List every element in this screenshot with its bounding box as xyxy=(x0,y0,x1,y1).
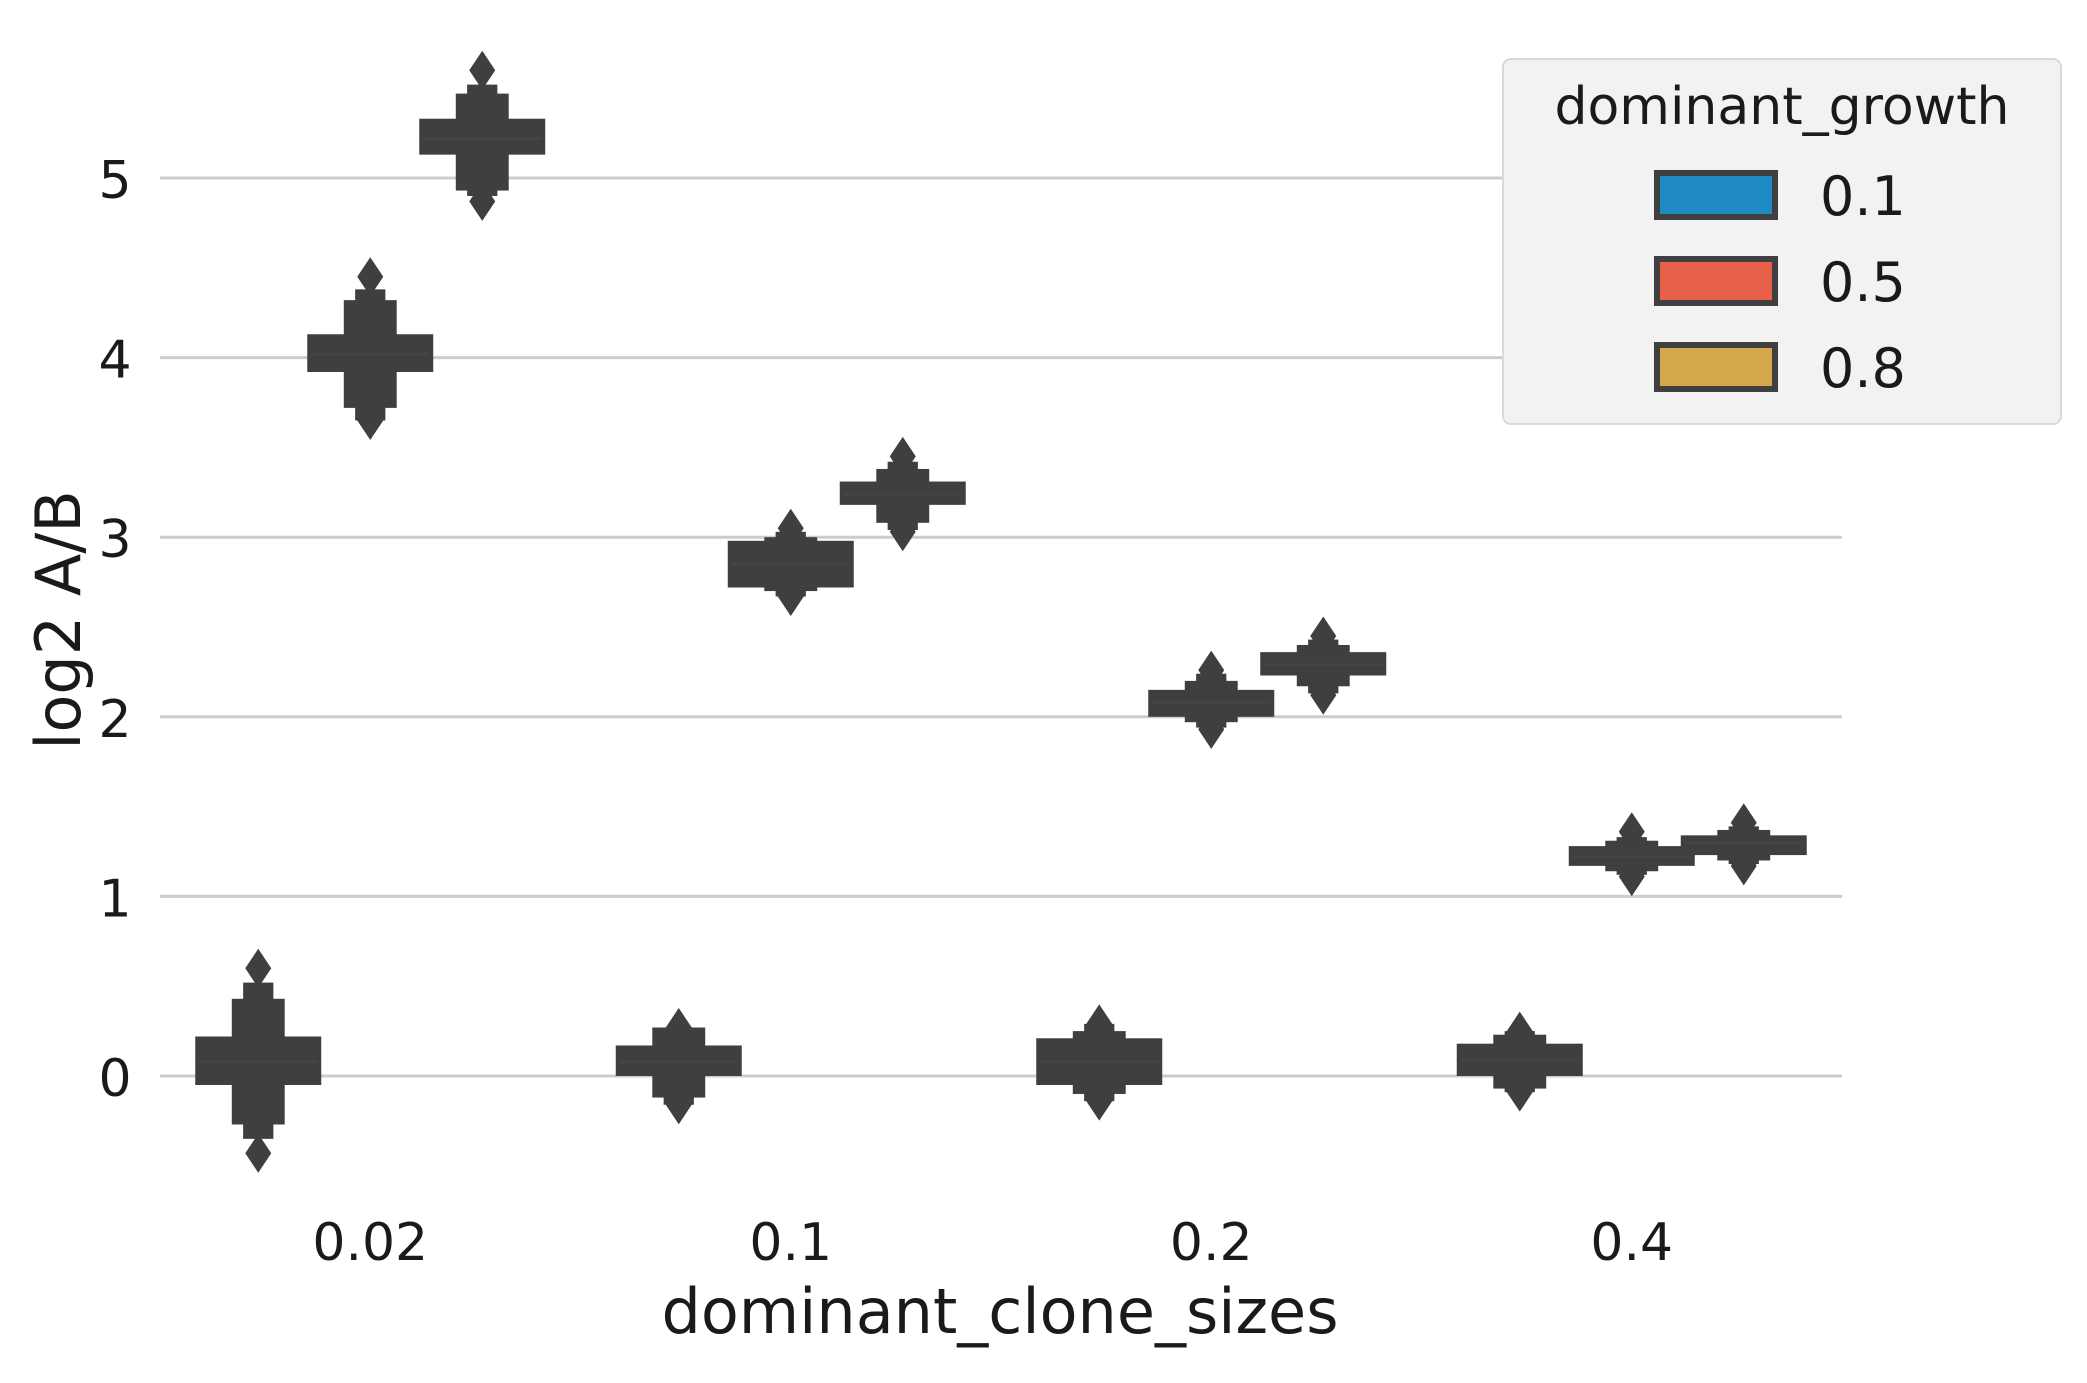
outlier-point xyxy=(1506,1011,1533,1051)
outlier-point xyxy=(1198,709,1225,749)
y-tick-label: 3 xyxy=(98,510,131,570)
x-axis-label: dominant_clone_sizes xyxy=(661,1275,1338,1348)
legend-swatch xyxy=(1654,342,1778,392)
boxen-box xyxy=(839,436,966,552)
boxen-box xyxy=(1568,812,1695,897)
y-tick-label: 4 xyxy=(98,331,131,391)
y-axis: 0 1 2 3 4 5 xyxy=(98,151,131,1109)
boxen-box xyxy=(615,1008,742,1125)
legend-label: 0.8 xyxy=(1820,337,1906,400)
outlier-point xyxy=(1506,1072,1533,1112)
y-axis-label: log2 A/B xyxy=(22,490,95,750)
legend-swatch xyxy=(1654,170,1778,220)
outlier-point xyxy=(245,948,272,988)
legend-label: 0.1 xyxy=(1820,165,1906,228)
outlier-point xyxy=(1730,846,1757,886)
boxes xyxy=(195,50,1807,1173)
legend-swatch xyxy=(1654,256,1778,306)
boxen-box xyxy=(307,257,434,440)
legend-frame xyxy=(1502,58,2062,425)
outlier-point xyxy=(469,50,496,90)
x-tick-label: 0.2 xyxy=(1170,1213,1253,1273)
outlier-point xyxy=(1618,812,1645,852)
y-tick-label: 0 xyxy=(98,1049,131,1109)
outlier-point xyxy=(1086,1004,1113,1044)
boxen-box xyxy=(195,948,322,1173)
boxen-box xyxy=(419,50,546,221)
box-iqr xyxy=(419,118,546,155)
box-iqr xyxy=(1680,835,1807,856)
x-tick-label: 0.1 xyxy=(749,1213,832,1273)
boxen-box xyxy=(1456,1011,1583,1112)
legend: dominant_growth 0.1 0.5 0.8 xyxy=(1502,58,2062,425)
x-tick-label: 0.4 xyxy=(1590,1213,1673,1273)
y-tick-label: 1 xyxy=(98,869,131,929)
outlier-point xyxy=(245,1133,272,1173)
outlier-point xyxy=(1198,650,1225,690)
legend-title: dominant_growth xyxy=(1554,77,2009,137)
outlier-point xyxy=(777,508,804,548)
boxen-box xyxy=(1036,1004,1163,1121)
outlier-point xyxy=(1618,857,1645,897)
x-tick-label: 0.02 xyxy=(312,1213,428,1273)
boxen-box xyxy=(1148,650,1275,749)
y-tick-label: 5 xyxy=(98,151,131,211)
outlier-point xyxy=(1730,803,1757,843)
outlier-point xyxy=(889,436,916,476)
outlier-point xyxy=(469,181,496,221)
boxen-box xyxy=(1260,616,1387,715)
boxen-box xyxy=(1680,803,1807,886)
outlier-point xyxy=(665,1008,692,1048)
boxen-box xyxy=(727,508,854,616)
outlier-point xyxy=(357,257,384,297)
outlier-point xyxy=(777,576,804,616)
outlier-point xyxy=(665,1085,692,1125)
outlier-point xyxy=(357,400,384,440)
legend-entries: 0.1 0.5 0.8 xyxy=(1654,165,1906,400)
outlier-point xyxy=(889,512,916,552)
outlier-point xyxy=(1310,675,1337,715)
x-axis: 0.02 0.1 0.2 0.4 xyxy=(312,1213,1673,1273)
outlier-point xyxy=(1086,1081,1113,1121)
y-tick-label: 2 xyxy=(98,690,131,750)
legend-label: 0.5 xyxy=(1820,251,1906,314)
outlier-point xyxy=(1310,616,1337,656)
